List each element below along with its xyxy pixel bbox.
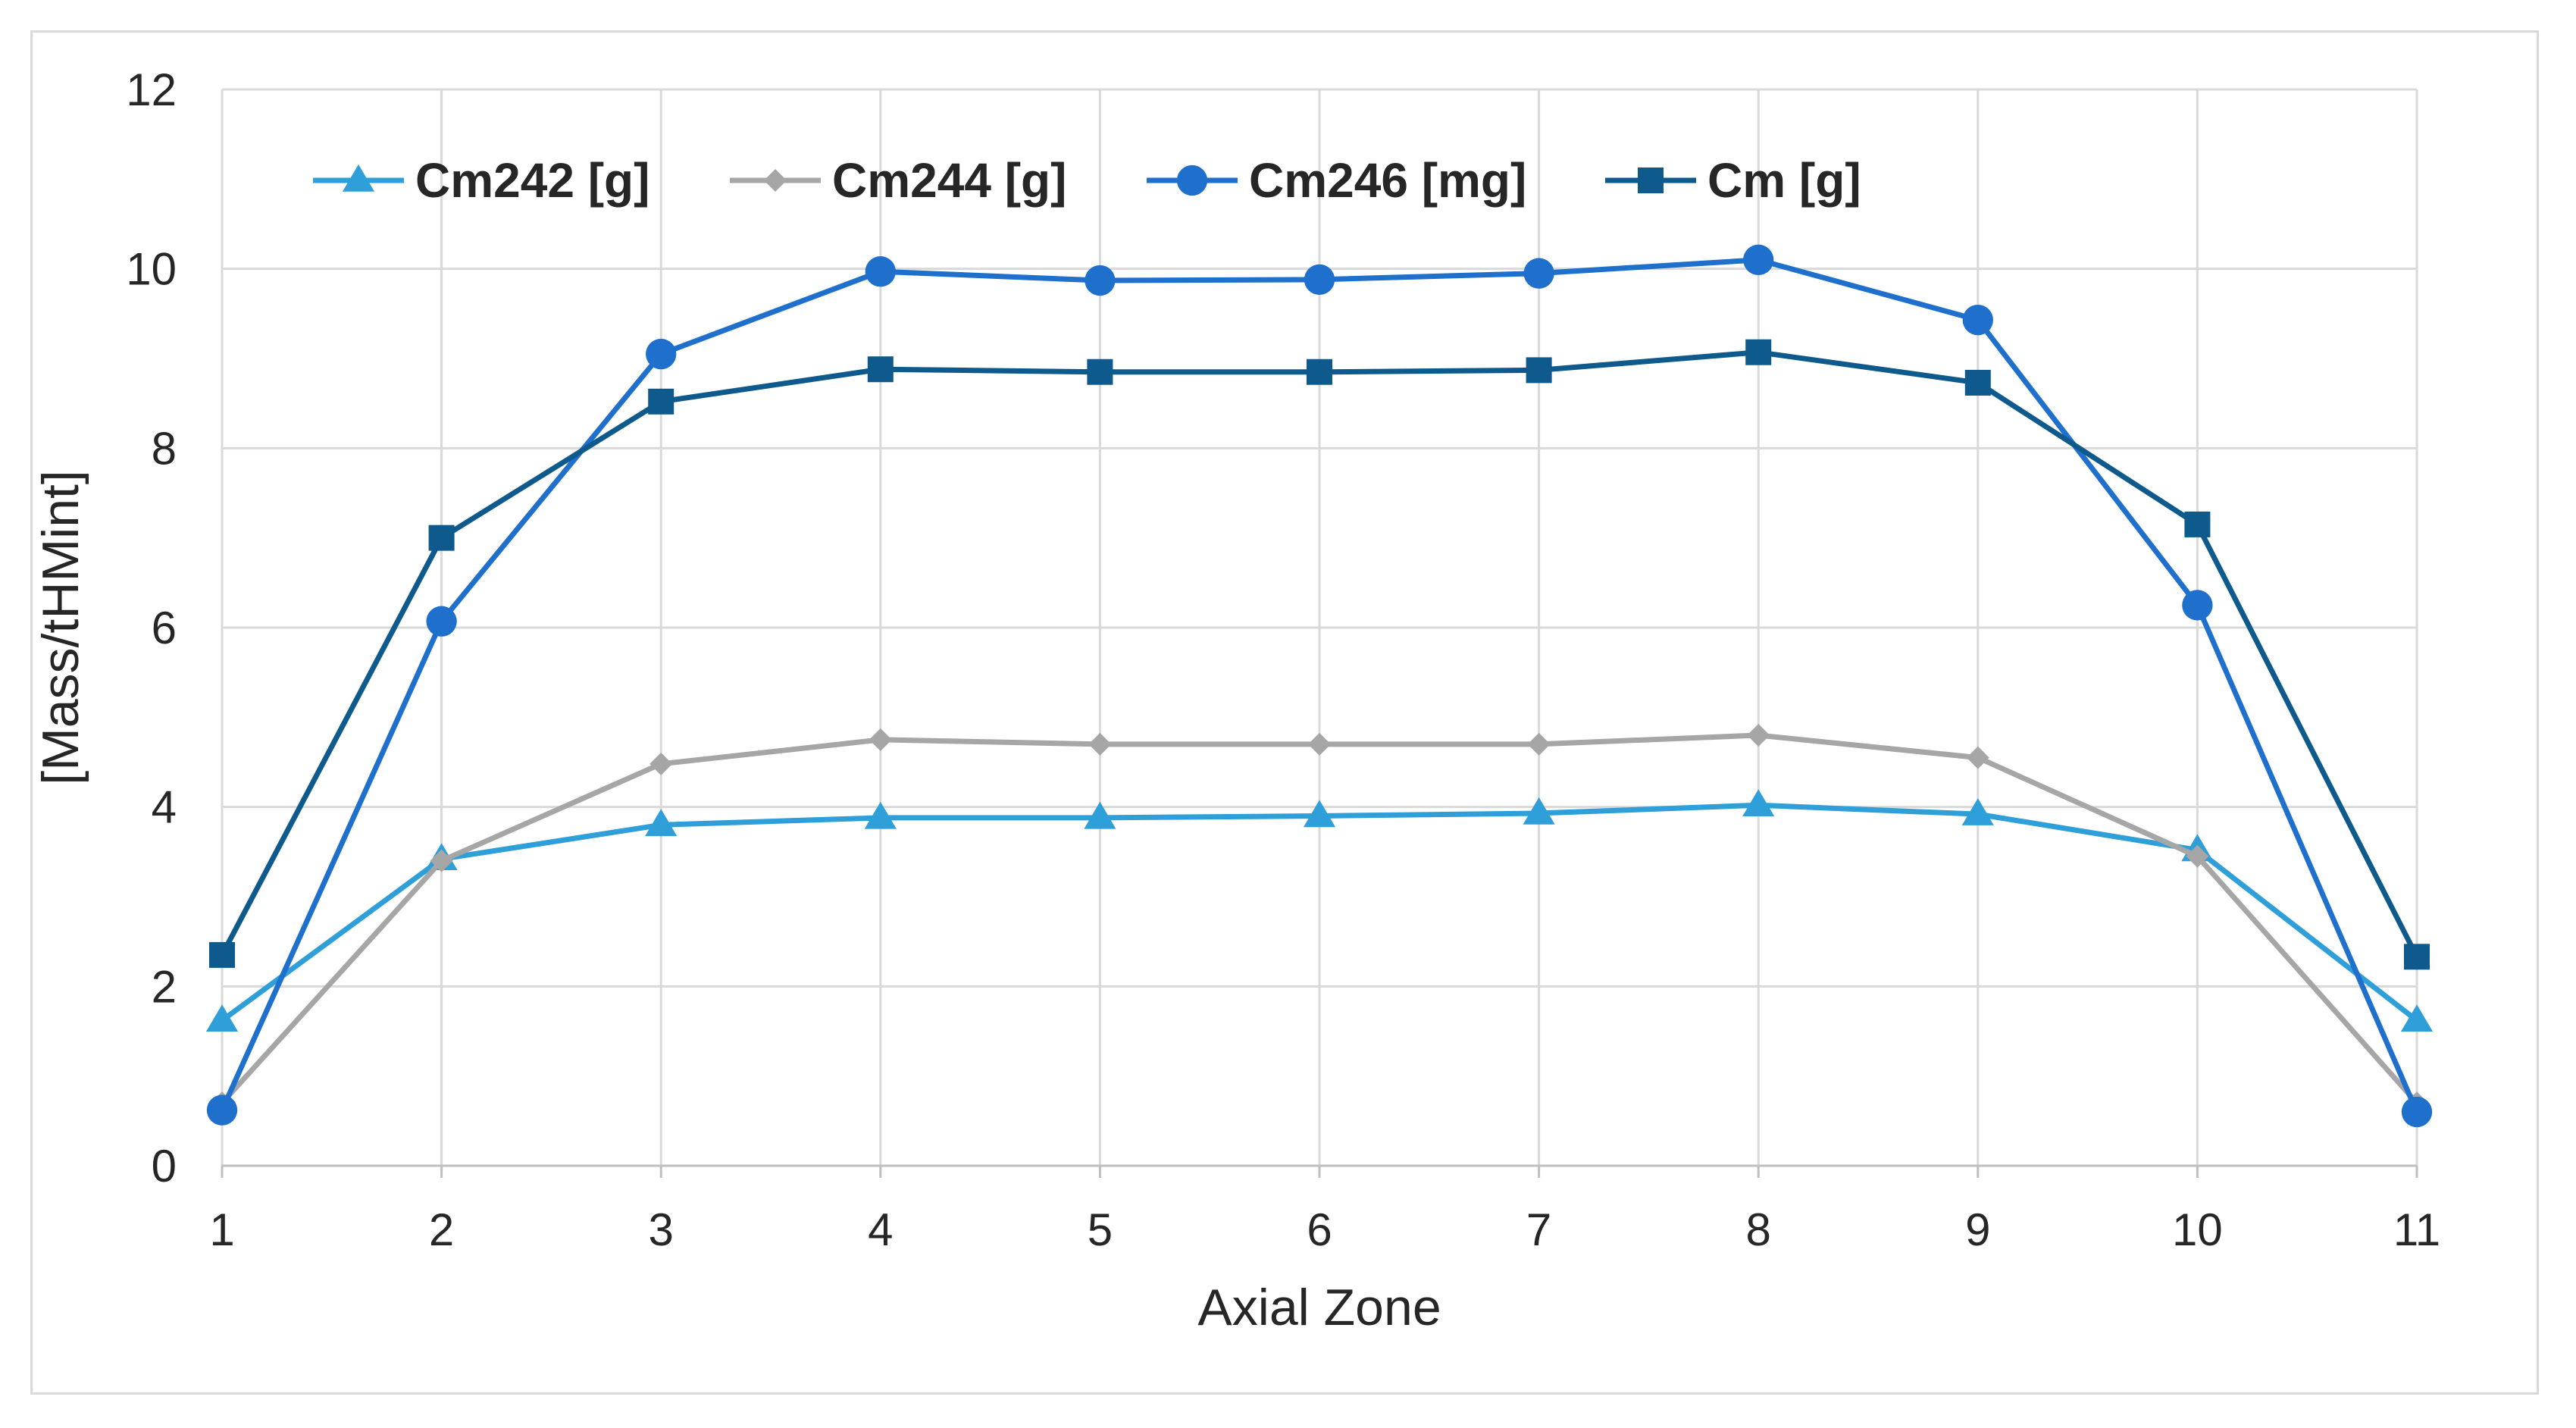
- y-axis-title: [Mass/tHMint]: [33, 470, 89, 785]
- data-point-square: [1526, 357, 1552, 384]
- data-point-triangle: [645, 809, 678, 837]
- legend-label: Cm246 [mg]: [1249, 153, 1526, 208]
- data-point-square: [2404, 944, 2430, 970]
- x-tick-label: 11: [2393, 1204, 2440, 1255]
- data-point-triangle: [1303, 800, 1336, 828]
- data-point-diamond: [1527, 732, 1551, 756]
- x-tick-label: 5: [1088, 1204, 1113, 1255]
- legend-label: Cm [g]: [1707, 153, 1861, 208]
- x-tick-label: 4: [868, 1204, 893, 1255]
- data-point-circle: [1523, 258, 1554, 289]
- grid-lines: [221, 88, 2418, 1166]
- legend-entry: Cm246 [mg]: [1147, 153, 1526, 208]
- data-point-square: [1964, 369, 1991, 396]
- data-point-square: [1307, 359, 1332, 385]
- legend-label: Cm244 [g]: [832, 153, 1066, 208]
- y-tick-label: 4: [152, 782, 177, 833]
- data-point-circle: [206, 1094, 238, 1126]
- data-point-diamond: [1747, 724, 1770, 747]
- x-tick-label: 10: [2172, 1204, 2223, 1255]
- data-point-square: [648, 388, 675, 415]
- legend: Cm242 [g] Cm244 [g] Cm246 [mg] Cm [g]: [313, 153, 1861, 208]
- legend-entry: Cm242 [g]: [313, 153, 649, 208]
- data-point-diamond: [2186, 844, 2209, 868]
- x-tick-label: 9: [1965, 1204, 1990, 1255]
- y-tick-label: 6: [152, 603, 177, 653]
- data-point-circle: [1085, 265, 1116, 296]
- data-point-circle: [1962, 304, 1993, 336]
- data-point-diamond: [430, 849, 453, 872]
- data-point-square: [1087, 359, 1113, 385]
- data-point-diamond: [649, 752, 673, 775]
- series-cm-g: [209, 339, 2430, 970]
- data-point-square: [2184, 511, 2211, 537]
- data-point-diamond: [1088, 732, 1112, 756]
- legend-marker-diamond: [764, 169, 787, 192]
- series-cm246-mg: [206, 244, 2433, 1128]
- x-axis-title: Axial Zone: [1197, 1279, 1441, 1336]
- x-tick-label: 2: [429, 1204, 454, 1255]
- data-series: [205, 244, 2434, 1128]
- data-point-square: [867, 356, 894, 383]
- data-point-diamond: [1966, 746, 1989, 769]
- data-point-circle: [1304, 264, 1335, 296]
- data-point-triangle: [1084, 801, 1116, 829]
- x-tick-label: 8: [1746, 1204, 1771, 1255]
- data-point-triangle: [864, 801, 897, 829]
- data-point-diamond: [1308, 732, 1331, 756]
- data-point-triangle: [1742, 789, 1775, 817]
- data-point-circle: [426, 606, 457, 637]
- x-tick-label: 7: [1526, 1204, 1551, 1255]
- legend-entry: Cm244 [g]: [730, 153, 1066, 208]
- y-tick-label: 8: [152, 423, 177, 474]
- data-point-triangle: [205, 1004, 239, 1032]
- legend-marker-circle: [1176, 164, 1208, 196]
- data-point-square: [1745, 339, 1772, 365]
- x-tick-label: 3: [649, 1204, 674, 1255]
- y-tick-label: 2: [152, 961, 177, 1012]
- data-point-circle: [1743, 244, 1774, 275]
- legend-marker-square: [1638, 168, 1664, 193]
- data-point-circle: [2182, 590, 2213, 621]
- y-tick-label: 10: [126, 244, 177, 295]
- data-point-triangle: [2400, 1004, 2434, 1032]
- legend-marker-triangle: [342, 164, 375, 192]
- x-tick-label: 1: [209, 1204, 234, 1255]
- y-tick-label: 12: [126, 64, 177, 115]
- legend-entry: Cm [g]: [1605, 153, 1861, 208]
- series-cm242-g: [205, 789, 2434, 1032]
- legend-label: Cm242 [g]: [415, 153, 649, 208]
- data-point-square: [428, 525, 455, 551]
- data-point-circle: [865, 256, 896, 287]
- data-point-circle: [2401, 1096, 2433, 1128]
- data-point-circle: [646, 338, 677, 370]
- data-point-triangle: [1523, 797, 1555, 825]
- data-point-triangle: [1961, 798, 1994, 825]
- y-tick-label: 0: [152, 1141, 177, 1192]
- data-point-square: [209, 941, 235, 968]
- x-tick-label: 6: [1307, 1204, 1332, 1255]
- chart-frame: 0 2 4 6 8 10 12 1 2 3 4 5 6 7 8 9 10 11 Cm242 [g] Cm244 [g…: [30, 30, 2539, 1395]
- data-point-diamond: [869, 728, 892, 751]
